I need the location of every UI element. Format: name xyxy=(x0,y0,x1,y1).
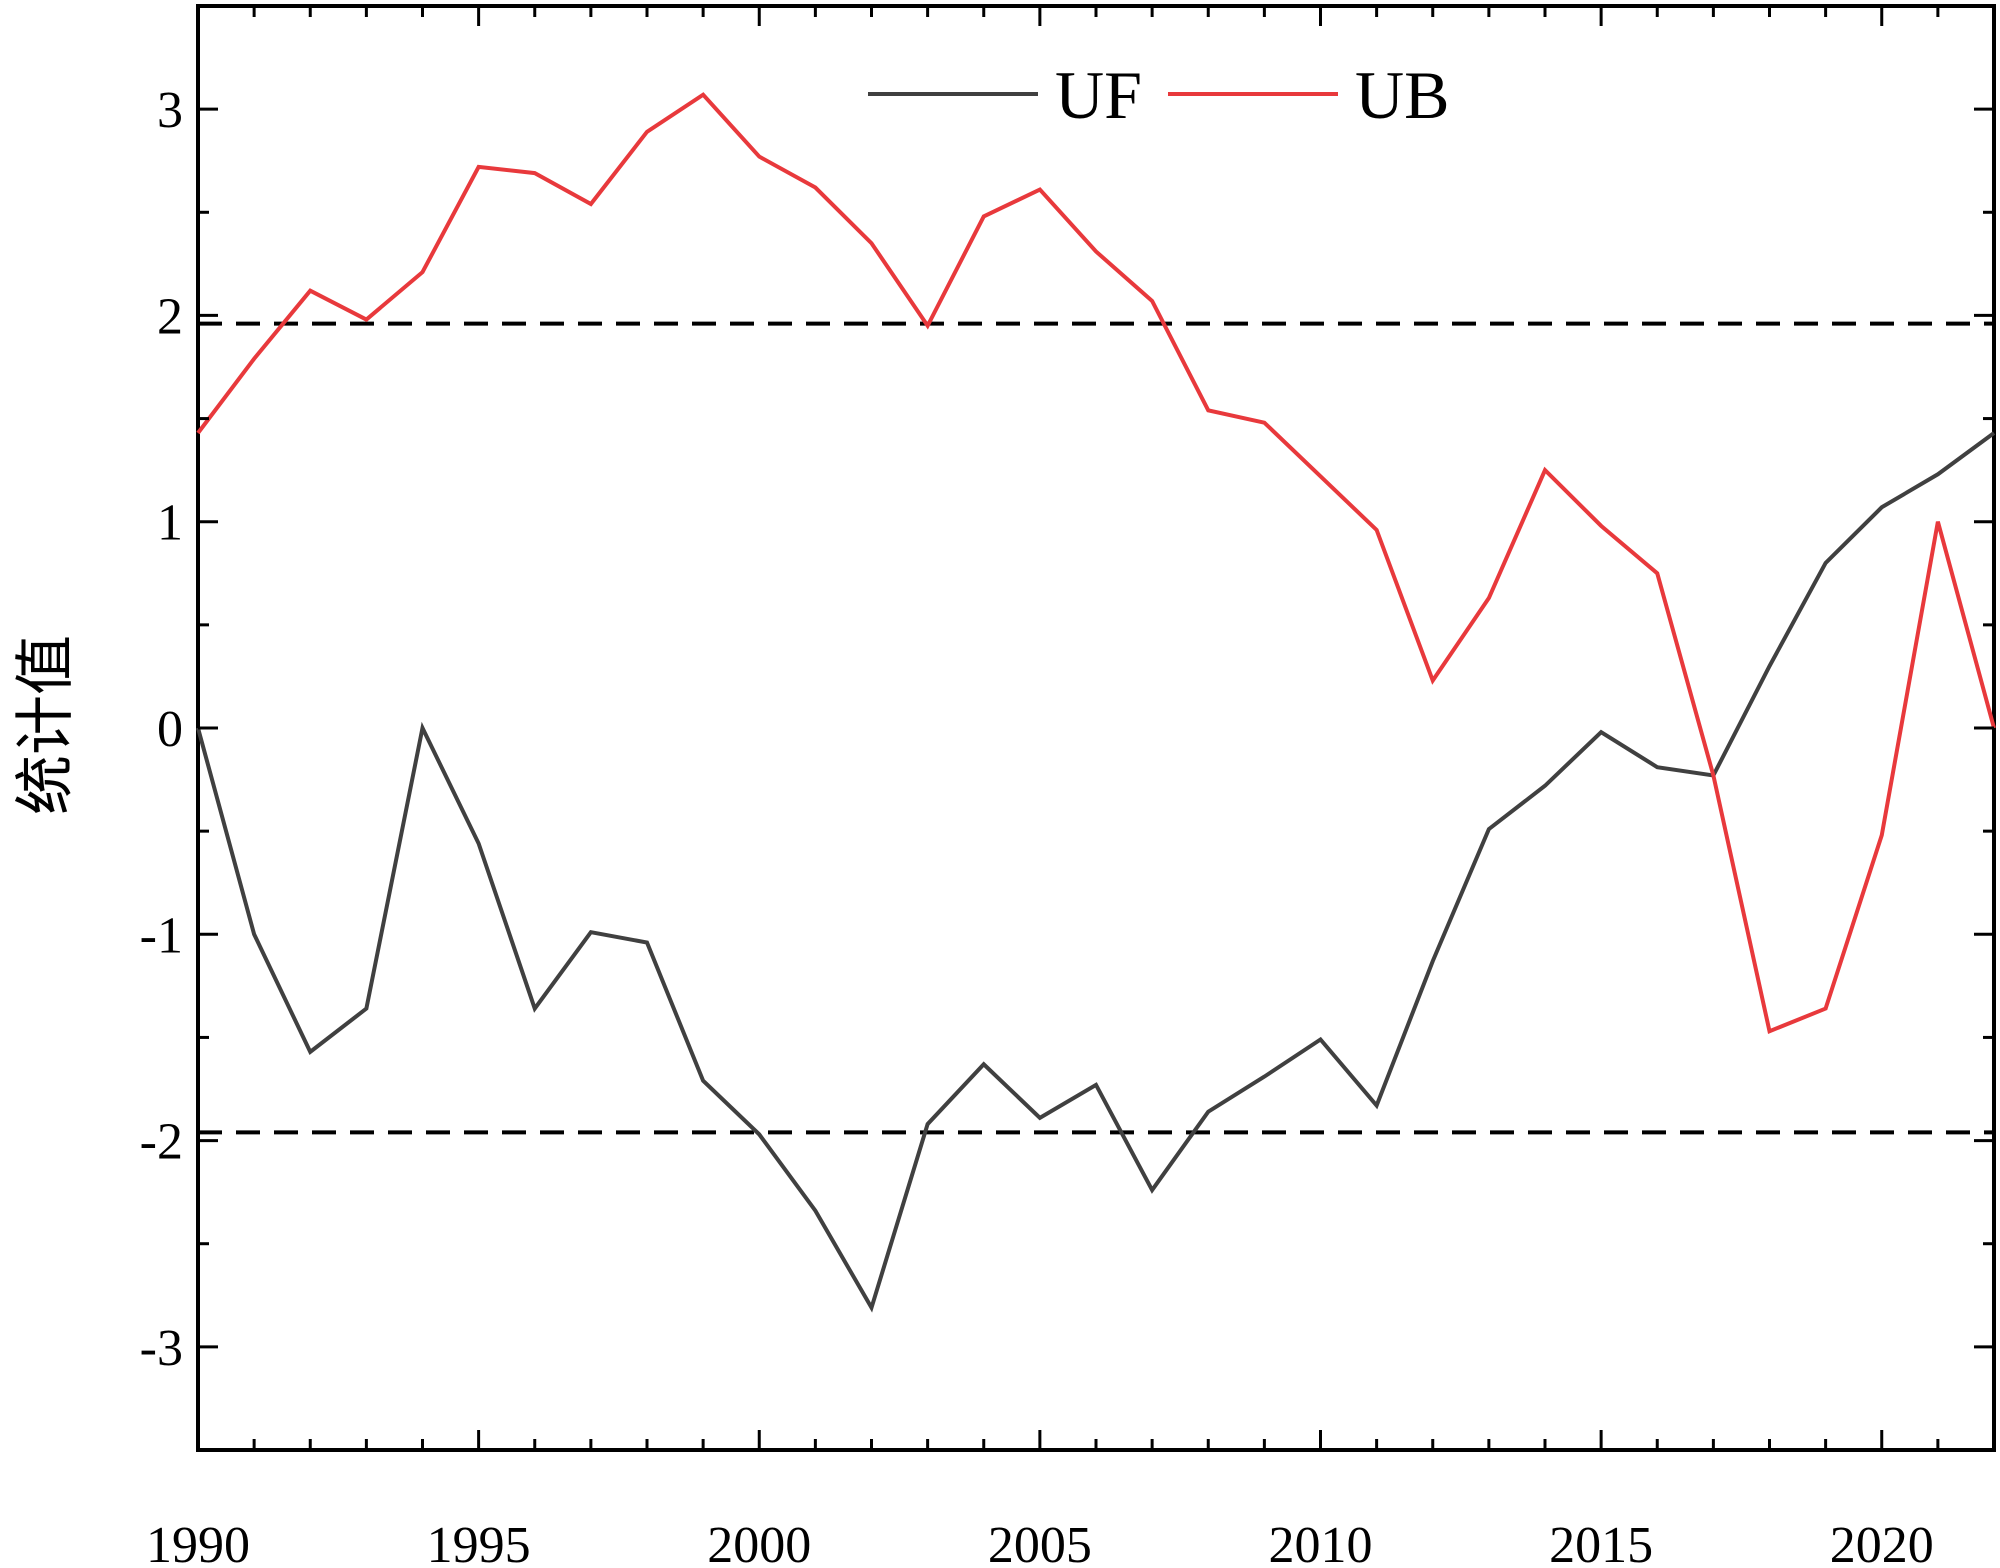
x-tick-label-2010: 2010 xyxy=(1269,1517,1373,1568)
series-line-uf xyxy=(196,431,1996,1313)
x-tick-label-1995: 1995 xyxy=(427,1517,531,1568)
y-tick-label--1: -1 xyxy=(140,907,183,964)
plot-frame xyxy=(196,4,1996,1452)
x-tick-label-1990: 1990 xyxy=(146,1517,250,1568)
x-tick-label-2005: 2005 xyxy=(988,1517,1092,1568)
series-line-ub xyxy=(196,92,1996,1034)
y-tick-label--2: -2 xyxy=(140,1114,183,1171)
y-tick-label-1: 1 xyxy=(157,495,183,552)
legend-label-uf: UF xyxy=(1055,57,1142,133)
x-tick-label-2000: 2000 xyxy=(707,1517,811,1568)
y-tick-label--3: -3 xyxy=(140,1320,183,1377)
x-tick-label-2020: 2020 xyxy=(1830,1517,1934,1568)
y-axis-title: 统计值 xyxy=(11,635,81,815)
y-tick-label-3: 3 xyxy=(157,82,183,139)
y-tick-label-0: 0 xyxy=(157,701,183,758)
legend-label-ub: UB xyxy=(1355,57,1449,133)
x-tick-label-2015: 2015 xyxy=(1549,1517,1653,1568)
y-tick-label-2: 2 xyxy=(157,288,183,345)
